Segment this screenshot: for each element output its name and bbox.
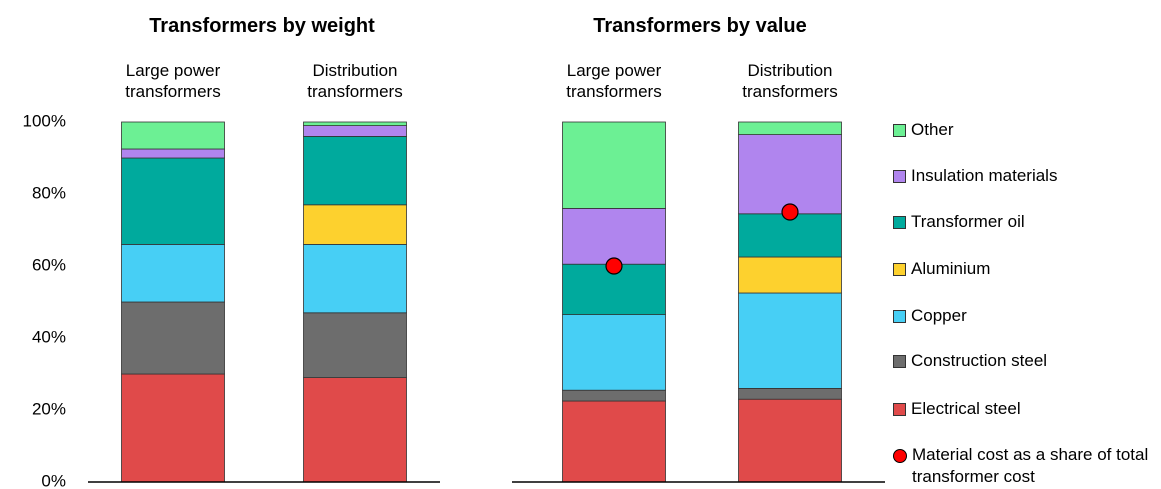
legend-item: Construction steel [893, 350, 1161, 372]
bar-segment [303, 312, 407, 378]
bar-segment [303, 121, 407, 126]
legend-swatch [893, 310, 906, 323]
category-label: Large power transformers [125, 61, 221, 101]
bar-segment [738, 213, 842, 258]
legend-label: Insulation materials [911, 166, 1058, 185]
bar-segment [738, 134, 842, 215]
bar-segment [738, 292, 842, 389]
bar-segment [121, 243, 225, 303]
bar-segment [738, 398, 842, 483]
y-tick-label: 100% [23, 111, 66, 130]
marker [781, 203, 799, 221]
legend-item: Insulation materials [893, 165, 1161, 187]
legend-label: Electrical steel [911, 399, 1021, 418]
legend-label: Construction steel [911, 351, 1048, 370]
category-label: Distribution transformers [742, 61, 838, 101]
legend-label: Other [911, 120, 954, 139]
bar-segment [303, 243, 407, 314]
legend-item: Electrical steel [893, 398, 1161, 420]
bar-segment [121, 148, 225, 159]
legend-item: Aluminium [893, 258, 1161, 280]
bar-segment [562, 207, 666, 265]
y-tick-label: 60% [32, 255, 66, 274]
y-tick-label: 20% [32, 399, 66, 418]
bar-segment [303, 204, 407, 245]
legend-swatch [893, 216, 906, 229]
bar-segment [121, 157, 225, 245]
bar-segment [303, 125, 407, 137]
category-label: Large power transformers [566, 61, 662, 101]
legend-label: Material cost as a share of total transf… [912, 445, 1149, 486]
legend-marker [893, 449, 907, 463]
category-label: Distribution transformers [307, 61, 403, 101]
legend-item: Material cost as a share of total transf… [893, 444, 1161, 488]
bar-segment [562, 389, 666, 402]
bar-segment [562, 121, 666, 209]
marker [605, 257, 623, 275]
bar-segment [562, 314, 666, 391]
bar-segment [562, 400, 666, 483]
legend-item: Other [893, 119, 1161, 141]
y-tick-label: 80% [32, 183, 66, 202]
bar-segment [121, 301, 225, 375]
bar-segment [738, 387, 842, 400]
legend-swatch [893, 403, 906, 416]
bar-segment [303, 377, 407, 483]
legend-label: Copper [911, 306, 967, 325]
legend-label: Transformer oil [911, 212, 1025, 231]
bar-segment [738, 121, 842, 136]
chart-title: Transformers by value [593, 15, 807, 37]
bar-segment [738, 256, 842, 294]
legend-swatch [893, 170, 906, 183]
legend-swatch [893, 355, 906, 368]
bar-segment [121, 373, 225, 483]
legend-item: Transformer oil [893, 211, 1161, 233]
legend-swatch [893, 263, 906, 276]
bar-segment [121, 121, 225, 150]
chart-title: Transformers by weight [149, 15, 375, 37]
legend-label: Aluminium [911, 259, 991, 278]
legend-item: Copper [893, 305, 1161, 327]
bar-segment [303, 135, 407, 206]
legend-swatch [893, 124, 906, 137]
y-tick-label: 40% [32, 327, 66, 346]
y-tick-label: 0% [41, 471, 66, 489]
